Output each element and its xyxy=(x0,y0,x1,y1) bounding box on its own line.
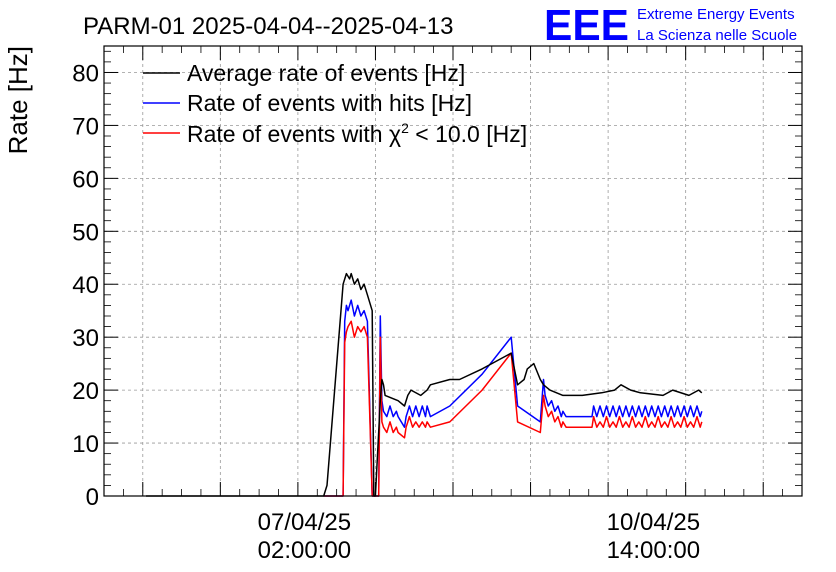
series-lines xyxy=(146,272,703,497)
logo-text: EEE xyxy=(544,1,629,50)
grid-lines xyxy=(104,46,802,496)
y-tick-label: 30 xyxy=(72,325,99,352)
x-tick-label-time: 02:00:00 xyxy=(258,537,351,564)
y-axis-label: Rate [Hz] xyxy=(3,46,33,154)
x-tick-label-time: 14:00:00 xyxy=(607,537,700,564)
logo-line1: Extreme Energy Events xyxy=(637,6,795,23)
y-tick-label: 80 xyxy=(72,60,99,87)
eee-logo: EEE Extreme Energy Events La Scienza nel… xyxy=(544,1,797,50)
y-tick-label: 60 xyxy=(72,166,99,193)
x-tick-label-date: 07/04/25 xyxy=(258,509,351,536)
legend: Average rate of events [Hz] Rate of even… xyxy=(143,60,527,147)
y-tick-label: 0 xyxy=(86,484,99,511)
legend-label-hits: Rate of events with hits [Hz] xyxy=(187,90,472,116)
legend-label-chi2: Rate of events with χ2 < 10.0 [Hz] xyxy=(187,120,527,147)
y-tick-label: 70 xyxy=(72,113,99,140)
y-tick-label: 50 xyxy=(72,219,99,246)
y-tick-label: 40 xyxy=(72,272,99,299)
y-tick-label: 10 xyxy=(72,431,99,458)
y-axis: 0 10 20 30 40 50 60 70 80 xyxy=(72,50,802,511)
logo-line2: La Scienza nelle Scuole xyxy=(637,27,797,44)
legend-label-average: Average rate of events [Hz] xyxy=(187,60,465,86)
chart-title: PARM-01 2025-04-04--2025-04-13 xyxy=(83,13,453,40)
y-tick-label: 20 xyxy=(72,378,99,405)
series-line-average xyxy=(146,272,703,497)
x-tick-label-date: 10/04/25 xyxy=(607,509,700,536)
